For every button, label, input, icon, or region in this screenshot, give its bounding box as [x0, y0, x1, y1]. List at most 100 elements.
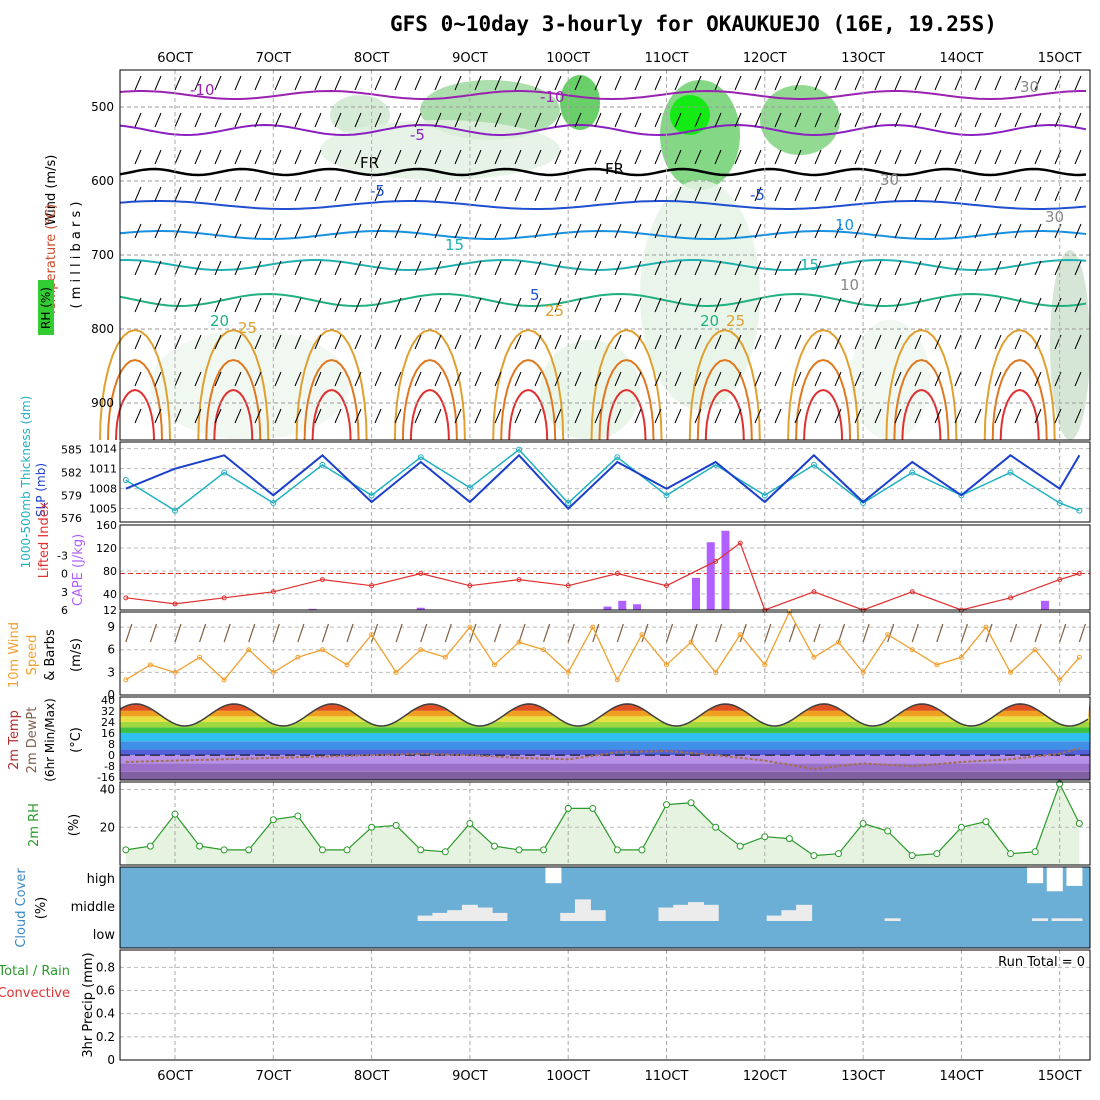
wind-barb [594, 297, 602, 313]
wind-barb [174, 112, 182, 128]
cape-bar [618, 600, 627, 610]
wind-barb [1014, 186, 1022, 202]
wind-barb [714, 112, 722, 128]
wind-barb [1074, 112, 1082, 128]
wind-barb [614, 112, 622, 128]
wind-barb [634, 112, 642, 128]
rh-marker [122, 846, 130, 854]
wind-barb [294, 297, 302, 313]
wind-barb [614, 297, 622, 313]
wind-barb [494, 297, 502, 313]
wind-barb [174, 260, 182, 276]
wind-barb [814, 334, 822, 350]
wind-barb [834, 334, 842, 350]
wind-barb [454, 260, 462, 276]
wind-barb [514, 297, 522, 313]
warm-contour-loop [99, 328, 171, 441]
middle-cloud-bar [432, 912, 449, 921]
wind-barb [814, 149, 822, 165]
wind-barb [674, 149, 682, 165]
wind-barb [314, 297, 322, 313]
wind-barb [314, 408, 322, 424]
wind-barb [934, 408, 942, 424]
wind-barb [774, 297, 782, 313]
x-tick-label-bottom: 8OCT [354, 1069, 390, 1084]
wind-barb [194, 334, 202, 350]
wind-barb [434, 297, 442, 313]
wind-barb [914, 297, 922, 313]
wind-barb [494, 223, 502, 239]
warm-contour-loop [606, 388, 647, 441]
wind-barb [654, 149, 662, 165]
warm-contour-loop [893, 358, 950, 441]
rh-tick-label: 20 [100, 820, 115, 834]
rh-shading [1050, 250, 1090, 440]
wind-barb [394, 334, 402, 350]
thickness-tick-label: 582 [61, 466, 82, 479]
warm-contour-loop [885, 328, 958, 441]
wind-barb [674, 408, 682, 424]
rh-shading [850, 320, 930, 440]
temp-contour-10 [119, 229, 1087, 241]
wind-barb [634, 371, 642, 387]
thickness-tick-label: 576 [61, 512, 82, 525]
wind-barb [334, 297, 342, 313]
contour-label: 30 [1045, 208, 1064, 226]
wind-barb [294, 149, 302, 165]
rh-marker [269, 816, 277, 824]
wind-barb [774, 260, 782, 276]
wind-barb [914, 260, 922, 276]
wind-barb [454, 223, 462, 239]
wind-barb [954, 297, 962, 313]
wind-barb [1054, 297, 1062, 313]
pressure-axis-label: ( m i l l i b a r s ) [69, 202, 84, 309]
wind-barb [434, 75, 442, 91]
warm-contour-loop [295, 328, 368, 441]
wind-barb [214, 334, 222, 350]
cape-tick-label: 80 [103, 565, 117, 578]
wind-barb [294, 408, 302, 424]
x-tick-label-bottom: 9OCT [452, 1069, 488, 1084]
wind-barb [434, 112, 442, 128]
warm-contour-loop [303, 358, 360, 441]
middle-cloud-bar [1032, 918, 1049, 921]
slp-line [125, 453, 1081, 511]
wind-barb [1014, 75, 1022, 91]
wind10-barb [125, 623, 133, 643]
cloud-level-label: low [93, 928, 116, 943]
high-cloud-bar [545, 867, 562, 884]
wind-barb [274, 223, 282, 239]
wind-barb [674, 223, 682, 239]
wind-barb [794, 186, 802, 202]
wind-barb [954, 371, 962, 387]
warm-contour-loop [393, 328, 466, 441]
wind-barb [634, 334, 642, 350]
wind-barb [674, 75, 682, 91]
contour-label: 5 [530, 286, 540, 304]
high-cloud-bar [1027, 867, 1044, 884]
wind-barb [874, 112, 882, 128]
thickness-marker [1056, 499, 1063, 506]
wind-barb [174, 334, 182, 350]
wind-barb [154, 371, 162, 387]
wind-speed-marker [270, 669, 276, 675]
warm-contour-loop [197, 328, 270, 441]
wind-barb [714, 149, 722, 165]
wind-barb [1074, 371, 1082, 387]
precip-tick-label: 0.6 [96, 984, 115, 998]
wind-barb [534, 75, 542, 91]
wind-barb [974, 149, 982, 165]
wind-barb [234, 334, 242, 350]
lifted-index-marker [467, 583, 473, 589]
li-frame [119, 524, 1091, 611]
wind-barb [994, 112, 1002, 128]
wind-axis-label: Wind (m/s) [44, 155, 59, 226]
wind-speed-marker [762, 662, 768, 668]
warm-contour-loop [401, 358, 458, 441]
x-tick-label-top: 11OCT [645, 51, 689, 66]
wind-speed-marker [614, 677, 620, 683]
contour-label: 15 [800, 256, 819, 274]
wind-barb [914, 223, 922, 239]
wind-barb [514, 371, 522, 387]
precip-tick-label: 0 [107, 1053, 115, 1067]
